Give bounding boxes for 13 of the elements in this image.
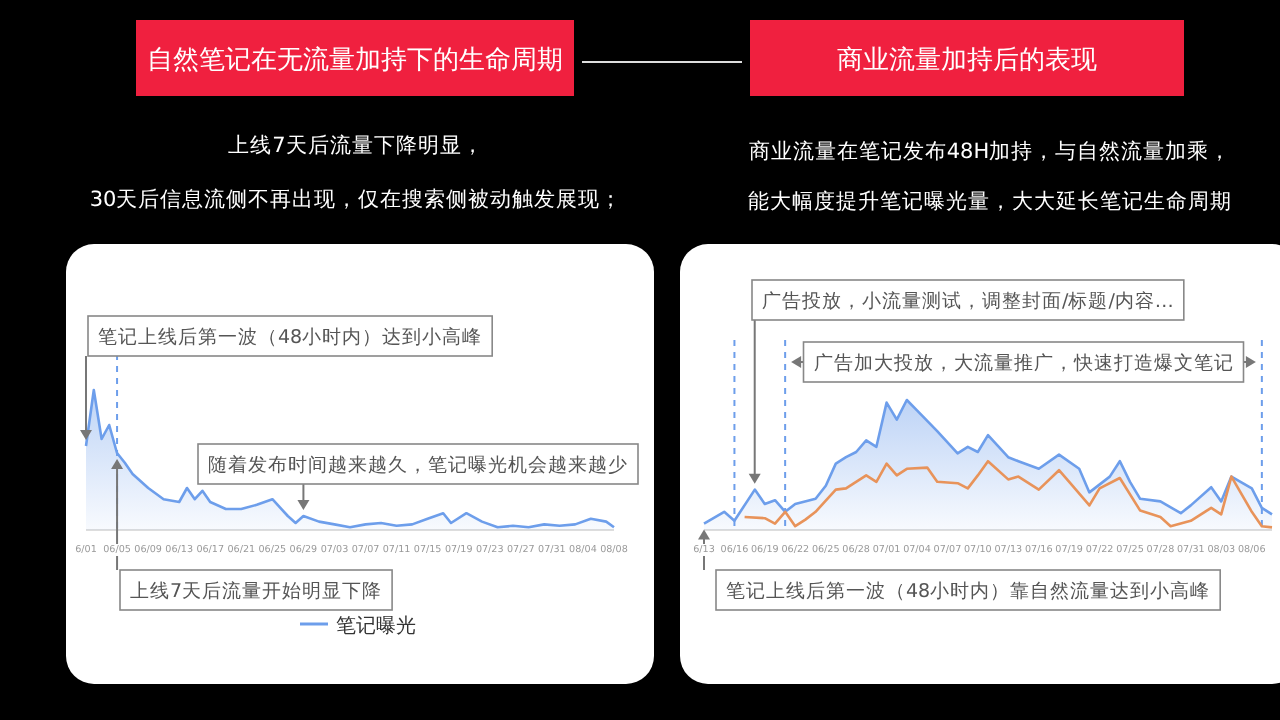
annotation: 笔记上线后第一波（48小时内）达到小高峰 [98, 325, 483, 349]
text: 广告加大投放，大流量推广，快速打造爆文笔记 [813, 351, 1234, 375]
annotation: 上线7天后流量开始明显下降 [130, 579, 383, 603]
annotation: 随着发布时间越来越久，笔记曝光机会越来越少 [208, 453, 628, 477]
annotation: 广告投放，小流量测试，调整封面/标题/内容… [762, 289, 1174, 313]
chart-title: 自然笔记在无流量加持下的生命周期 [147, 44, 563, 76]
chart-title: 商业流量加持后的表现 [837, 44, 1097, 76]
text: 能大幅度提升笔记曝光量，大大延长笔记生命周期 [748, 188, 1232, 214]
chart-subtitle: 商业流量在笔记发布48H加持，与自然流量加乘， [748, 138, 1232, 164]
text: 30天后信息流侧不再出现，仅在搜索侧被动触发展现； [89, 186, 623, 212]
chart-subtitle: 上线7天后流量下降明显， [228, 132, 484, 158]
annotation: 笔记上线后第一波（48小时内）靠自然流量达到小高峰 [726, 579, 1211, 603]
legend-label: 笔记曝光 [336, 614, 416, 638]
